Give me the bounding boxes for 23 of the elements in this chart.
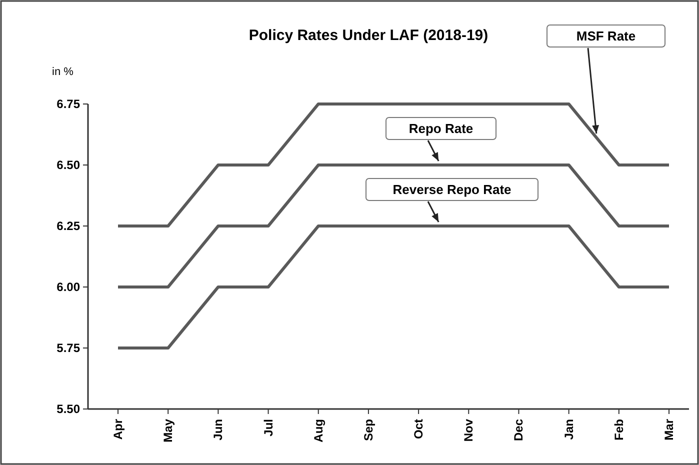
x-tick-label: Dec	[512, 418, 526, 442]
chart-title: Policy Rates Under LAF (2018-19)	[248, 27, 488, 44]
y-tick-label: 6.50	[56, 158, 80, 172]
text: Repo Rate	[408, 121, 474, 136]
x-tick-label: Jan	[562, 419, 576, 440]
y-tick-label: 5.75	[56, 341, 80, 356]
x-tick-label: Jun	[211, 419, 226, 440]
y-tick-label: 6.00	[56, 280, 80, 294]
text: Reverse Repo Rate	[392, 182, 512, 198]
y-axis-title: in %	[52, 66, 74, 78]
text: MSF Rate	[576, 28, 636, 44]
x-tick-label: Mar	[662, 418, 676, 440]
x-tick-label: Nov	[462, 418, 476, 442]
x-tick-label: Oct	[412, 419, 426, 440]
y-tick-label: 5.50	[56, 402, 80, 416]
x-tick-label: May	[161, 418, 176, 442]
x-tick-label: Jul	[261, 419, 276, 436]
x-tick-label: Apr	[111, 418, 125, 440]
y-tick-label: 6.75	[56, 97, 80, 112]
y-tick-label: 6.25	[56, 219, 80, 234]
x-tick-label: Feb	[612, 419, 626, 440]
x-tick-label: Sep	[361, 419, 376, 442]
x-tick-label: Aug	[311, 419, 326, 442]
